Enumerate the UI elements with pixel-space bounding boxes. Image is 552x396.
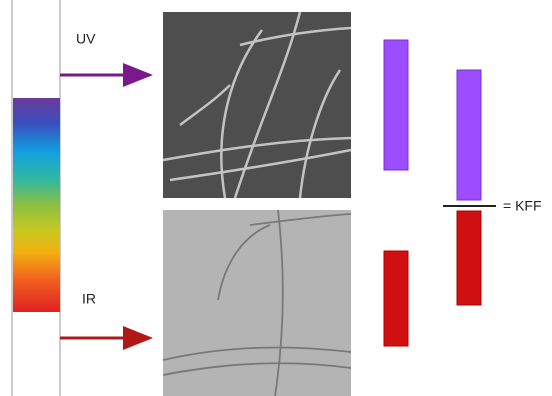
ir-image (163, 210, 351, 396)
uv-label: UV (76, 31, 96, 47)
diagram: UV IR = KFF (0, 0, 552, 396)
uv-bar (384, 40, 408, 170)
spectrum (13, 98, 60, 312)
numerator-bar (457, 70, 481, 200)
denominator-bar (457, 211, 481, 305)
ir-bar (384, 251, 408, 346)
uv-image (163, 12, 351, 198)
result-label: = KFF (503, 198, 542, 214)
ir-label: IR (82, 291, 96, 307)
